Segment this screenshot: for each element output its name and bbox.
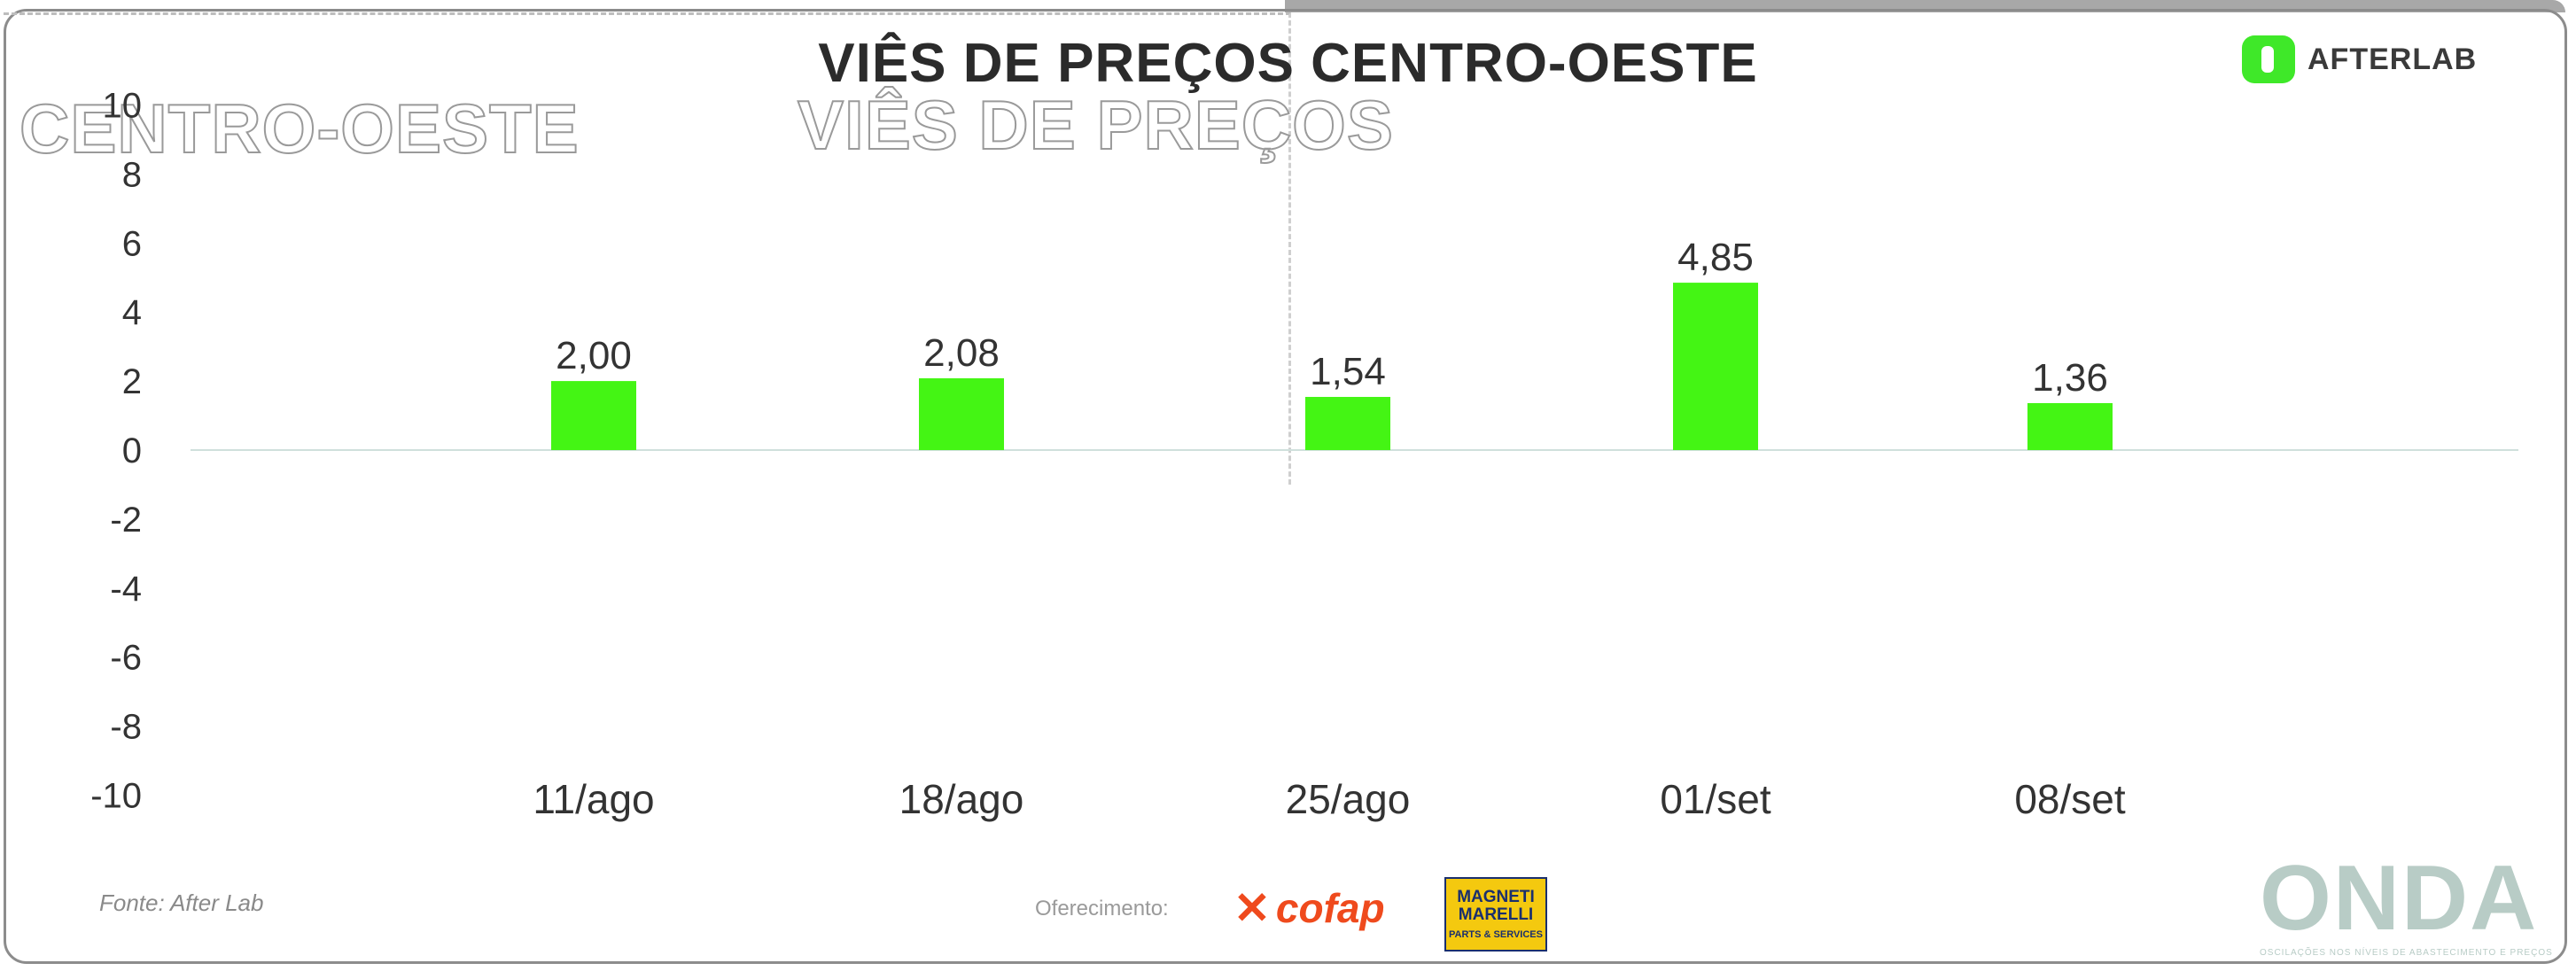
- y-tick-label: 8: [122, 155, 142, 194]
- cofap-logo-text: cofap: [1275, 885, 1385, 931]
- ghost-region-text: CENTRO-OESTE: [19, 89, 580, 168]
- ghost-frame: [4, 12, 1291, 485]
- onda-logo-text: ONDA: [2260, 847, 2539, 950]
- bar-value-label: 1,54: [1310, 350, 1386, 393]
- x-category-label: 08/set: [2014, 776, 2126, 822]
- chart-title: VIÊS DE PREÇOS CENTRO-OESTE: [818, 33, 1758, 94]
- bar-value-label: 2,08: [923, 331, 1000, 375]
- ghost-title-text: VIÊS DE PREÇOS: [797, 85, 1394, 165]
- magneti-marelli-logo: MAGNETI MARELLI PARTS & SERVICES: [1444, 877, 1547, 952]
- bar-value-label: 2,00: [556, 334, 632, 377]
- x-category-label: 01/set: [1660, 776, 1771, 822]
- onda-tagline: OSCILAÇÕES NOS NÍVEIS DE ABASTECIMENTO E…: [2260, 948, 2553, 958]
- cofap-logo: ✕ cofap: [1234, 886, 1385, 930]
- afterlab-logo: AFTERLAB: [2242, 34, 2477, 85]
- afterlab-logo-text: AFTERLAB: [2308, 42, 2478, 76]
- chart-frame: [4, 9, 2567, 964]
- bar: [2027, 403, 2113, 450]
- x-category-label: 18/ago: [899, 776, 1024, 822]
- bar-value-label: 4,85: [1677, 236, 1754, 279]
- y-tick-label: 10: [103, 87, 143, 126]
- y-tick-label: -10: [90, 777, 142, 816]
- bar: [1673, 283, 1758, 450]
- bar: [1305, 397, 1390, 450]
- y-tick-label: 6: [122, 224, 142, 263]
- source-note: Fonte: After Lab: [99, 889, 264, 916]
- cofap-x-icon: ✕: [1234, 883, 1271, 933]
- bar-value-label: 1,36: [2032, 356, 2108, 400]
- y-tick-label: 4: [122, 293, 142, 332]
- onda-logo: ONDA OSCILAÇÕES NOS NÍVEIS DE ABASTECIME…: [2260, 847, 2553, 958]
- magneti-marelli-sub: PARTS & SERVICES: [1449, 928, 1543, 940]
- y-tick-label: -4: [110, 570, 142, 609]
- bar: [919, 377, 1004, 450]
- support-label: Oferecimento:: [1035, 897, 1169, 921]
- x-category-label: 25/ago: [1286, 776, 1411, 822]
- bar: [551, 381, 636, 450]
- y-tick-label: -2: [110, 501, 142, 540]
- y-tick-label: -8: [110, 708, 142, 747]
- y-tick-label: 2: [122, 362, 142, 401]
- y-tick-label: -6: [110, 639, 142, 678]
- afterlab-logo-icon: [2242, 35, 2295, 83]
- magneti-marelli-name: MAGNETI MARELLI: [1457, 888, 1535, 924]
- y-tick-label: 0: [122, 431, 142, 470]
- x-category-label: 11/ago: [533, 776, 654, 822]
